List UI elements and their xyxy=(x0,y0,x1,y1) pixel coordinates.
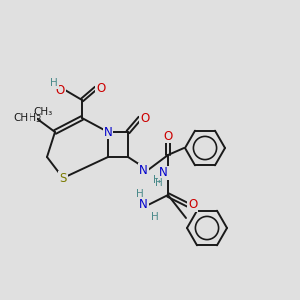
Text: O: O xyxy=(140,112,149,124)
Text: N: N xyxy=(139,199,148,212)
Text: O: O xyxy=(164,130,172,142)
Text: N: N xyxy=(103,125,112,139)
Text: H: H xyxy=(153,175,161,185)
Text: O: O xyxy=(96,82,105,94)
Text: S: S xyxy=(59,172,67,184)
Text: CH: CH xyxy=(14,113,29,123)
Text: H: H xyxy=(151,212,159,222)
Text: O: O xyxy=(188,199,197,212)
Text: H: H xyxy=(50,78,58,88)
Text: CH: CH xyxy=(21,113,36,123)
Text: H: H xyxy=(136,189,144,199)
Text: CH₃: CH₃ xyxy=(34,107,53,117)
Text: N: N xyxy=(159,167,168,179)
Text: H: H xyxy=(155,178,163,188)
Text: 3: 3 xyxy=(35,116,40,124)
Text: N: N xyxy=(139,164,148,176)
Text: O: O xyxy=(56,83,65,97)
